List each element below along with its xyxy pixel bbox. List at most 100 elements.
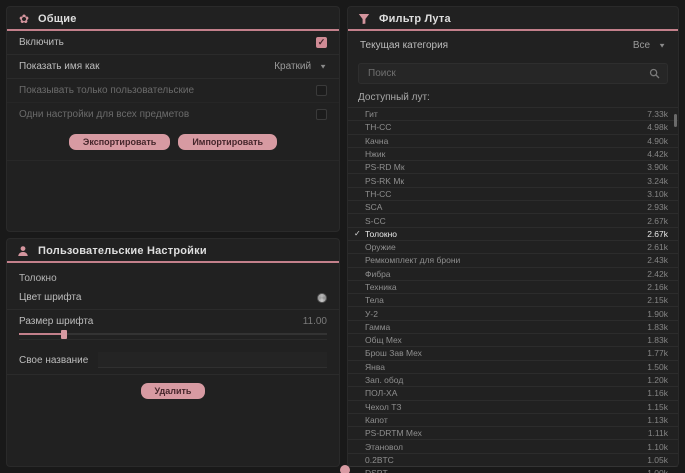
loot-row[interactable]: ✓ Янва 1.50k: [348, 361, 678, 374]
loot-row[interactable]: ✓ ТН-СС 3.10k: [348, 188, 678, 202]
loot-item-name: У-2: [365, 308, 378, 319]
loot-item-value: 3.90k: [647, 162, 668, 173]
loot-item-value: 1.77k: [647, 348, 668, 359]
loot-item-name: Техника: [365, 282, 397, 292]
category-dropdown[interactable]: Все ▼: [633, 40, 666, 51]
loot-row[interactable]: ✓ Техника 2.16k: [348, 281, 678, 295]
delete-button[interactable]: Удалить: [140, 383, 206, 399]
check-icon: ✓: [354, 243, 365, 252]
same-settings-label: Одни настройки для всех предметов: [19, 109, 190, 120]
loot-item-value: 1.16k: [647, 388, 668, 399]
custom-panel-title: Пользовательские Настройки: [38, 245, 207, 257]
user-icon: [17, 245, 31, 257]
name-display-value: Краткий: [274, 61, 312, 72]
slider-thumb[interactable]: [61, 330, 67, 339]
loot-row[interactable]: ✓ Ремкомплект для брони 2.43k: [348, 254, 678, 268]
chevron-down-icon: ▼: [319, 62, 327, 71]
header-accent-line: [348, 29, 678, 31]
loot-item-value: 1.00k: [647, 468, 668, 473]
loot-panel-title: Фильтр Лута: [379, 13, 451, 25]
name-display-label: Показать имя как: [19, 61, 100, 72]
loot-item-value: 1.90k: [647, 308, 668, 319]
loot-item-name: Тела: [365, 295, 384, 306]
same-settings-checkbox[interactable]: ✓: [316, 109, 327, 120]
general-panel: ✿ Общие Включить ✓ Показать имя как Крат…: [6, 6, 340, 232]
export-button[interactable]: Экспортировать: [68, 134, 171, 150]
loot-row[interactable]: ✓ ПОЛ-ХА 1.16k: [348, 387, 678, 401]
only-custom-checkbox[interactable]: ✓: [316, 85, 327, 96]
loot-item-value: 7.33k: [647, 109, 668, 120]
check-icon: ✓: [354, 455, 365, 464]
loot-row[interactable]: ✓ Гит 7.33k: [348, 108, 678, 122]
font-size-label: Размер шрифта: [19, 316, 94, 327]
loot-item-name: Гамма: [365, 321, 391, 332]
resize-handle[interactable]: [340, 465, 350, 473]
name-display-dropdown[interactable]: Краткий ▼: [274, 61, 327, 72]
loot-row[interactable]: ✓ Общ Мех 1.83k: [348, 334, 678, 348]
general-panel-header: ✿ Общие: [7, 7, 339, 29]
loot-row[interactable]: ✓ ТН-СС 4.98k: [348, 121, 678, 135]
check-icon: ✓: [354, 336, 365, 345]
scrollbar-thumb[interactable]: [674, 114, 677, 127]
check-icon: ✓: [354, 309, 365, 318]
font-size-slider[interactable]: [19, 329, 327, 340]
loot-item-name: Фибра: [365, 268, 391, 279]
loot-row[interactable]: ✓ SCA 2.93k: [348, 201, 678, 215]
import-button[interactable]: Импортировать: [178, 134, 278, 150]
search-input[interactable]: [366, 67, 649, 80]
loot-row[interactable]: ✓ Качна 4.90k: [348, 135, 678, 148]
loot-item-name: Толокно: [365, 228, 397, 239]
check-icon: ✓: [354, 269, 365, 278]
loot-row[interactable]: ✓ PS-DRTM Мех 1.11k: [348, 427, 678, 441]
loot-item-value: 1.11k: [647, 428, 668, 439]
loot-row[interactable]: ✓ Чехол ТЗ 1.15k: [348, 401, 678, 414]
loot-row[interactable]: ✓ Капот 1.13k: [348, 414, 678, 428]
custom-panel-header: Пользовательские Настройки: [7, 239, 339, 261]
check-icon: ✓: [354, 402, 365, 411]
category-label: Текущая категория: [360, 40, 449, 51]
loot-row[interactable]: ✓ S-CC 2.67k: [348, 214, 678, 228]
loot-row[interactable]: ✓ Нжик 4.42k: [348, 148, 678, 162]
check-icon: ✓: [354, 176, 365, 185]
loot-row[interactable]: ✓ Брош Зав Мех 1.77k: [348, 347, 678, 361]
check-icon: ✓: [354, 163, 365, 172]
loot-row[interactable]: ✓ У-2 1.90k: [348, 307, 678, 321]
loot-row[interactable]: ✓ Гамма 1.83k: [348, 321, 678, 335]
loot-item-name: ТН-СС: [365, 188, 392, 199]
check-icon: ✓: [354, 469, 365, 473]
loot-row[interactable]: ✓ Зап. обод 1.20k: [348, 374, 678, 388]
font-size-row: Размер шрифта 11.00: [7, 310, 339, 329]
loot-row[interactable]: ✓ PS-RK Мк 3.24k: [348, 174, 678, 188]
loot-item-name: PS-RD Мк: [365, 162, 405, 173]
name-display-row: Показать имя как Краткий ▼: [7, 55, 339, 79]
check-icon: ✓: [354, 296, 365, 305]
loot-row[interactable]: ✓ 0.2BTC 1.05k: [348, 454, 678, 468]
loot-row[interactable]: ✓ DSPT 1.00k: [348, 467, 678, 473]
search-icon[interactable]: [649, 68, 660, 79]
header-accent-line: [7, 261, 339, 263]
loot-item-name: Этановол: [365, 441, 403, 452]
loot-item-value: 1.20k: [647, 375, 668, 386]
loot-row[interactable]: ✓ Фибра 2.42k: [348, 268, 678, 281]
loot-row[interactable]: ✓ Тела 2.15k: [348, 294, 678, 308]
category-value: Все: [632, 40, 651, 51]
font-color-label: Цвет шрифта: [19, 292, 82, 303]
loot-item-name: PS-DRTM Мех: [365, 428, 422, 439]
custom-name-input[interactable]: [98, 352, 327, 368]
gear-flower-icon: ✿: [18, 12, 30, 26]
enable-checkbox[interactable]: ✓: [316, 37, 327, 48]
loot-item-name: Гит: [365, 109, 378, 120]
color-picker-icon[interactable]: [317, 292, 327, 303]
check-icon: ✓: [354, 322, 365, 331]
loot-row[interactable]: ✓ Этановол 1.10k: [348, 440, 678, 454]
check-icon: ✓: [354, 150, 365, 159]
loot-item-name: S-CC: [365, 215, 386, 226]
loot-row[interactable]: ✓ Оружие 2.61k: [348, 241, 678, 255]
loot-row[interactable]: ✓ PS-RD Мк 3.90k: [348, 161, 678, 175]
loot-item-value: 1.83k: [647, 321, 668, 332]
loot-item-name: Нжик: [365, 149, 386, 160]
check-icon: ✓: [354, 229, 361, 239]
loot-row[interactable]: ✓ Толокно 2.67k: [348, 228, 678, 241]
loot-item-value: 4.42k: [647, 149, 668, 160]
loot-item-value: 4.98k: [647, 122, 668, 133]
